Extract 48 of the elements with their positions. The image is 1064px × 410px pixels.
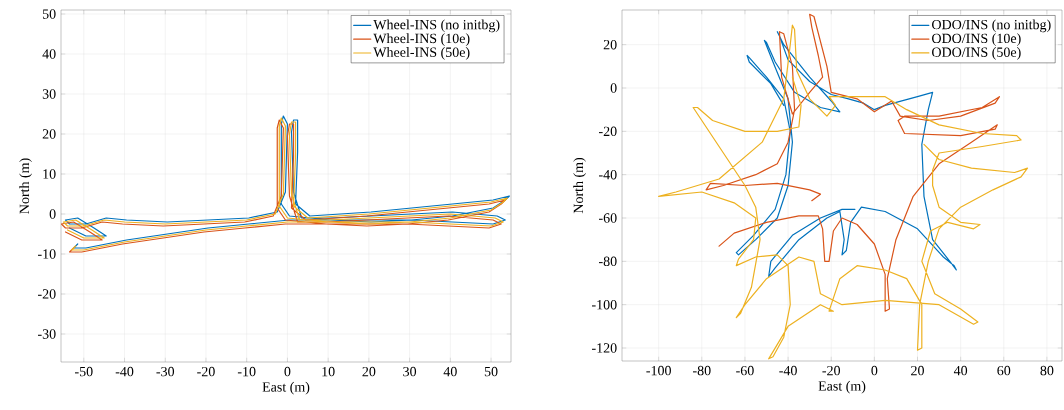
- x-tick-label: -20: [197, 366, 215, 377]
- x-tick-label: 50: [484, 366, 498, 377]
- y-tick-label: -100: [592, 299, 617, 310]
- y-tick-label: -20: [37, 289, 56, 299]
- x-tick-label: -100: [646, 365, 671, 376]
- x-tick-label: -20: [822, 365, 841, 376]
- x-tick-label: 40: [953, 365, 968, 376]
- x-tick-label: -40: [115, 366, 134, 377]
- x-axis-title: East (m): [262, 381, 310, 395]
- y-tick-label: -10: [37, 249, 56, 259]
- y-tick-label: 30: [42, 89, 56, 99]
- x-tick-label: -10: [237, 366, 256, 377]
- x-tick-label: 40: [443, 366, 457, 377]
- x-tick-label: 30: [403, 366, 417, 377]
- y-tick-label: -120: [592, 343, 617, 353]
- legend-label: ODO/INS (50e): [932, 47, 1021, 60]
- x-tick-label: -60: [736, 365, 754, 376]
- x-tick-label: 10: [322, 366, 335, 377]
- legend-label: Wheel-INS (50e): [373, 47, 470, 60]
- y-tick-label: 0: [610, 83, 617, 93]
- x-tick-label: -40: [779, 365, 797, 376]
- y-axis-title: North (m): [573, 157, 586, 214]
- x-axis-title: East (m): [818, 380, 866, 394]
- x-tick-label: -80: [693, 365, 711, 376]
- legend-label: ODO/INS (10e): [932, 33, 1021, 46]
- x-tick-label: 20: [911, 365, 924, 376]
- x-tick-label: 0: [284, 366, 291, 377]
- y-tick-label: 40: [42, 49, 56, 59]
- x-tick-label: 80: [1040, 365, 1054, 376]
- y-tick-label: 0: [49, 209, 56, 219]
- y-tick-label: 20: [603, 39, 617, 50]
- legend-label: Wheel-INS (10e): [373, 33, 470, 46]
- y-tick-label: -40: [599, 169, 617, 180]
- x-tick-label: -50: [74, 366, 93, 377]
- y-tick-label: -30: [37, 329, 56, 339]
- y-tick-label: -80: [599, 256, 617, 267]
- y-tick-label: 10: [43, 169, 56, 179]
- x-tick-label: 60: [997, 365, 1011, 376]
- y-tick-label: -60: [599, 213, 617, 223]
- y-tick-label: -20: [599, 126, 617, 137]
- x-tick-label: 0: [871, 365, 878, 376]
- x-tick-label: -30: [156, 366, 175, 377]
- legend-label: Wheel-INS (no initbg): [373, 19, 500, 33]
- y-tick-label: 20: [42, 129, 56, 139]
- x-tick-label: 20: [362, 366, 376, 377]
- y-tick-label: 50: [42, 9, 56, 19]
- legend-label: ODO/INS (no initbg): [932, 19, 1051, 33]
- y-axis-title: North (m): [19, 158, 32, 214]
